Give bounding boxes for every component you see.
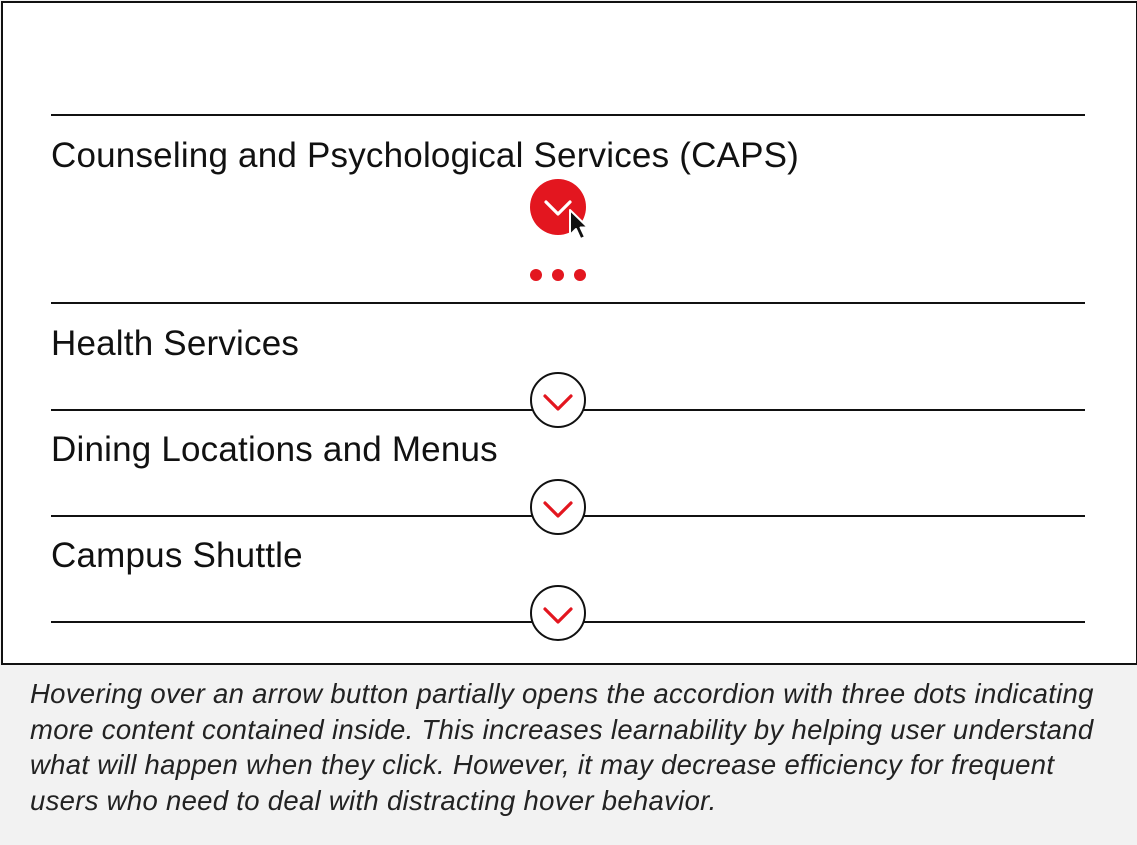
figure-caption: Hovering over an arrow button partially … (30, 678, 1094, 816)
accordion-item-title-dining[interactable]: Dining Locations and Menus (51, 430, 498, 469)
chevron-down-icon (543, 394, 573, 411)
accordion-toggle-button-dining[interactable] (530, 479, 586, 535)
accordion-panel (1, 1, 1137, 665)
chevron-down-icon (544, 200, 572, 216)
three-dots-icon (530, 269, 586, 281)
accordion-toggle-button-caps[interactable] (530, 179, 586, 235)
accordion-toggle-button-health[interactable] (530, 372, 586, 428)
chevron-down-icon (543, 607, 573, 624)
accordion-item-title-health[interactable]: Health Services (51, 324, 300, 363)
accordion-toggle-button-shuttle[interactable] (530, 585, 586, 641)
chevron-down-icon (543, 501, 573, 518)
accordion-top-divider (51, 114, 1085, 116)
accordion-divider (51, 302, 1085, 304)
accordion-item-title-shuttle[interactable]: Campus Shuttle (51, 536, 303, 575)
accordion-item-title-caps[interactable]: Counseling and Psychological Services (C… (51, 136, 800, 175)
